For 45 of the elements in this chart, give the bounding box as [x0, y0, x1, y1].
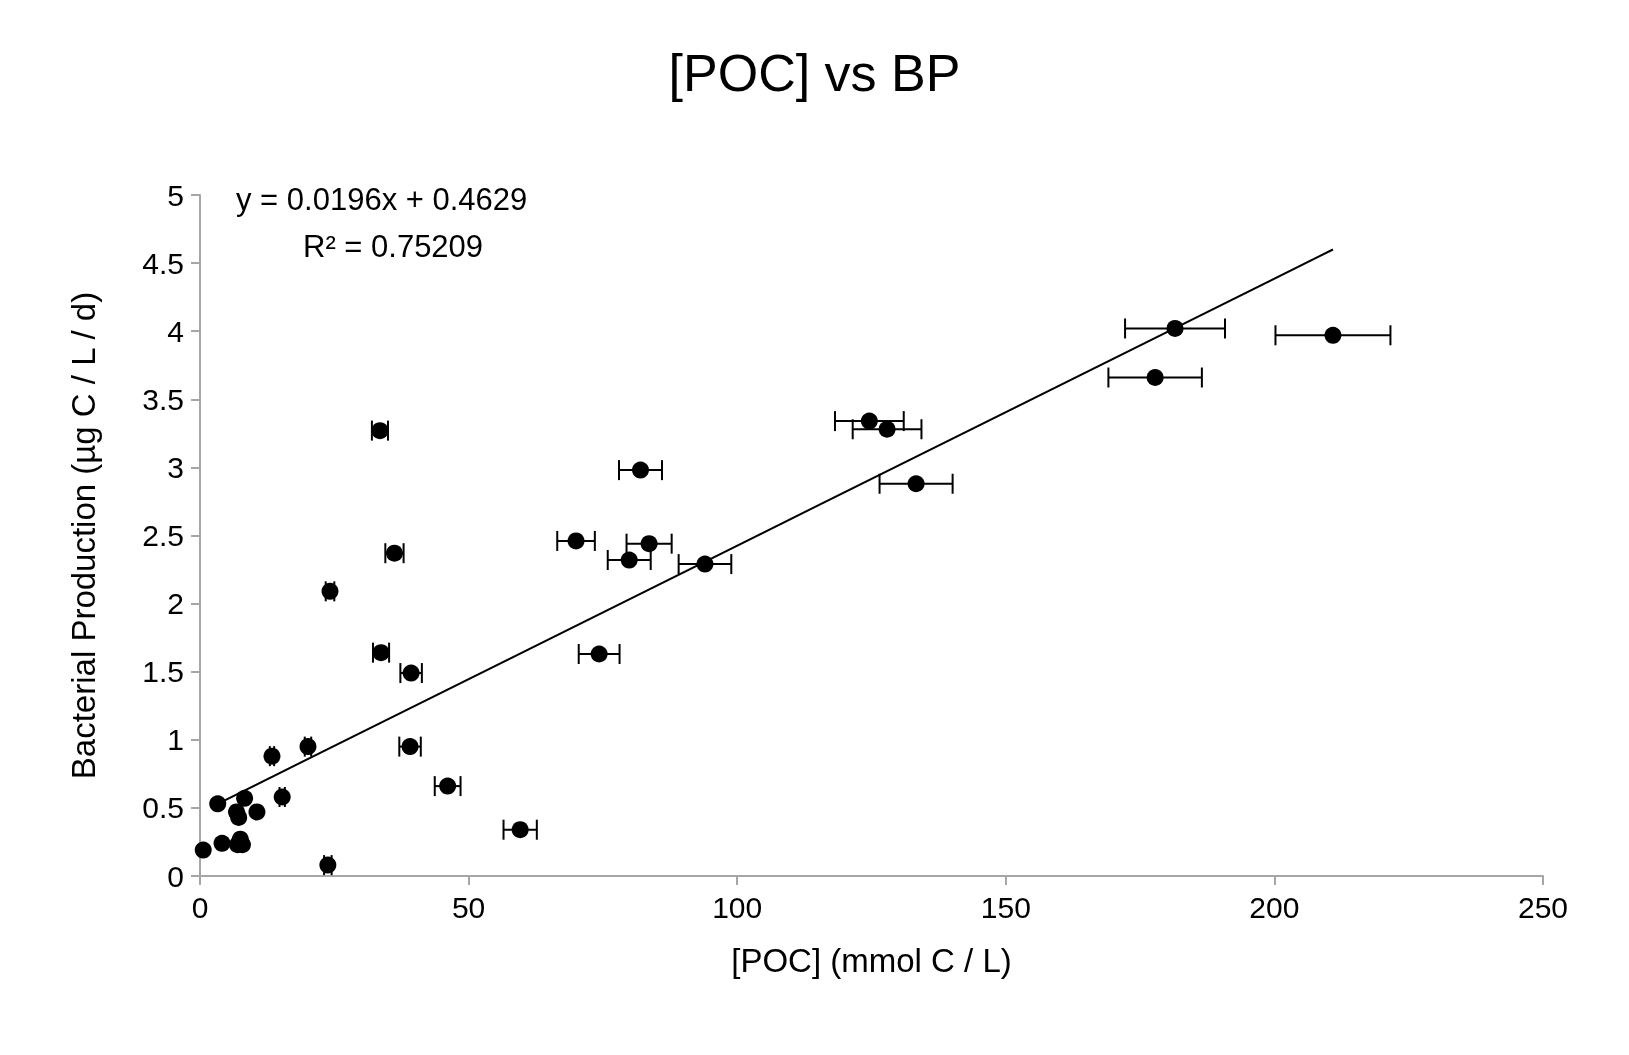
y-tick-label: 2 — [167, 587, 184, 621]
x-tick-label: 150 — [980, 890, 1031, 924]
point — [590, 645, 608, 663]
y-tick-label: 0 — [167, 859, 184, 893]
annotation: y = 0.0196x + 0.4629 — [236, 182, 528, 217]
point — [299, 738, 317, 756]
point — [640, 535, 658, 553]
point — [860, 412, 878, 430]
point — [1146, 369, 1164, 386]
point — [319, 856, 337, 874]
point — [248, 803, 266, 821]
point — [236, 789, 254, 807]
y-tick-label: 1.5 — [142, 655, 184, 689]
y-axis-title: Bacterial Production (µg C / L / d) — [65, 291, 102, 780]
point — [209, 795, 227, 813]
x-tick-label: 0 — [191, 890, 209, 924]
point — [511, 821, 529, 839]
point — [1166, 319, 1184, 337]
y-tick-label: 1 — [167, 723, 184, 757]
x-tick-label: 100 — [712, 890, 763, 924]
y-tick-label: 0.5 — [142, 791, 184, 825]
y-tick-label: 3 — [167, 450, 184, 484]
point — [439, 777, 457, 795]
y-tick-label: 4.5 — [142, 246, 184, 280]
point — [263, 747, 281, 765]
point — [620, 551, 638, 569]
y-tick-label: 2.5 — [142, 519, 184, 552]
y-tick-label: 4 — [167, 314, 184, 348]
point — [213, 834, 231, 852]
x-tick-label: 200 — [1249, 890, 1300, 924]
point — [632, 461, 649, 479]
point — [194, 841, 212, 859]
annotation: R² = 0.75209 — [303, 229, 484, 264]
chart-title: [POC] vs BP — [668, 44, 961, 102]
point — [567, 532, 585, 550]
x-tick-label: 50 — [451, 890, 486, 924]
x-tick-label: 250 — [1517, 890, 1569, 924]
y-tick-label: 5 — [167, 178, 184, 212]
y-tick-label: 3.5 — [142, 382, 184, 416]
x-axis-title: [POC] (mmol C / L) — [731, 942, 1012, 979]
point — [1324, 326, 1342, 344]
point — [696, 555, 714, 573]
point — [273, 788, 291, 806]
point — [878, 420, 896, 438]
point — [907, 475, 925, 493]
